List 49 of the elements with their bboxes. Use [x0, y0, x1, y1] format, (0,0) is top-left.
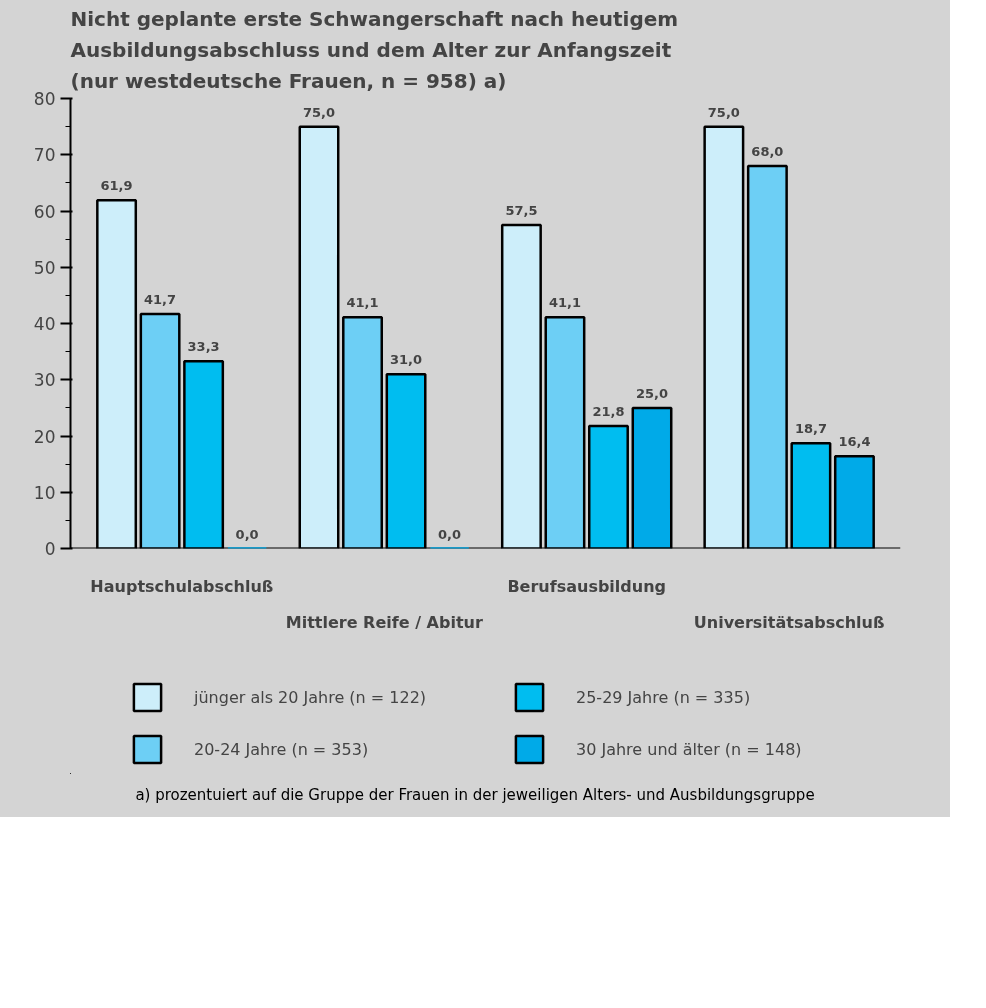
text: a) prozentuiert auf die Gruppe der Frauen in der jeweiligen Alters- und Ausbildungsgruppe — [135, 785, 815, 806]
bar — [790, 442, 832, 549]
data-label: 75,0 — [302, 104, 336, 120]
y-tick-label: 0 — [44, 539, 56, 559]
bar — [544, 316, 586, 549]
bar — [833, 455, 875, 549]
data-label: 25,0 — [635, 385, 669, 401]
x-tick-label: Universitätsabschluß — [693, 612, 885, 632]
legend-label: 30 Jahre und älter (n = 148) — [576, 739, 803, 759]
bar — [385, 372, 427, 549]
x-tick-label: Berufsausbildung — [507, 576, 667, 596]
data-label: 21,8 — [592, 403, 625, 419]
chart-title: Nicht geplante erste Schwangerschaft nach heutigem Ausbildungsabschluss und dem Alter zur Anfangszeit (nur westdeutsche Frauen, n = 958) a) — [70, 7, 679, 94]
x-tick-label: Mittlere Reife / Abitur — [285, 612, 483, 632]
y-tick-label: 80 — [33, 89, 56, 109]
y-tick-label: 10 — [33, 482, 56, 503]
data-label: 41,7 — [144, 291, 177, 307]
data-label: 0,0 — [438, 526, 462, 542]
bar — [342, 316, 383, 549]
legend-label: 25-29 Jahre (n = 335) — [576, 687, 752, 707]
y-tick-label: 40 — [33, 314, 56, 334]
data-label: 41,1 — [346, 295, 379, 311]
bar — [588, 424, 629, 549]
bar — [183, 359, 225, 549]
data-label: 16,4 — [838, 434, 871, 450]
legend-label: jünger als 20 Jahre (n = 122) — [194, 687, 428, 707]
bar — [139, 312, 181, 549]
data-label: 61,9 — [100, 178, 133, 194]
data-label: 33,3 — [187, 339, 220, 355]
data-label: 0,0 — [235, 526, 259, 542]
bar — [96, 199, 138, 549]
bar — [298, 125, 340, 549]
y-tick-label: 50 — [33, 257, 56, 278]
bar — [500, 223, 542, 549]
data-label: 75,0 — [707, 104, 740, 120]
legend-label: 20-24 Jahre (n = 353) — [194, 739, 370, 759]
y-tick-label: 20 — [33, 426, 56, 447]
data-label: 31,0 — [390, 352, 423, 368]
y-tick-label: 30 — [33, 370, 56, 391]
bar — [746, 164, 788, 549]
data-label: 41,1 — [548, 295, 581, 311]
data-label: 57,5 — [505, 203, 538, 219]
bar — [631, 406, 673, 549]
data-label: 68,0 — [751, 144, 784, 159]
bar — [703, 125, 745, 549]
y-tick-label: 60 — [33, 201, 56, 222]
y-tick-label: 70 — [33, 145, 56, 166]
data-label: 18,7 — [794, 421, 827, 437]
x-tick-label: Hauptschulabschluß — [90, 576, 274, 596]
